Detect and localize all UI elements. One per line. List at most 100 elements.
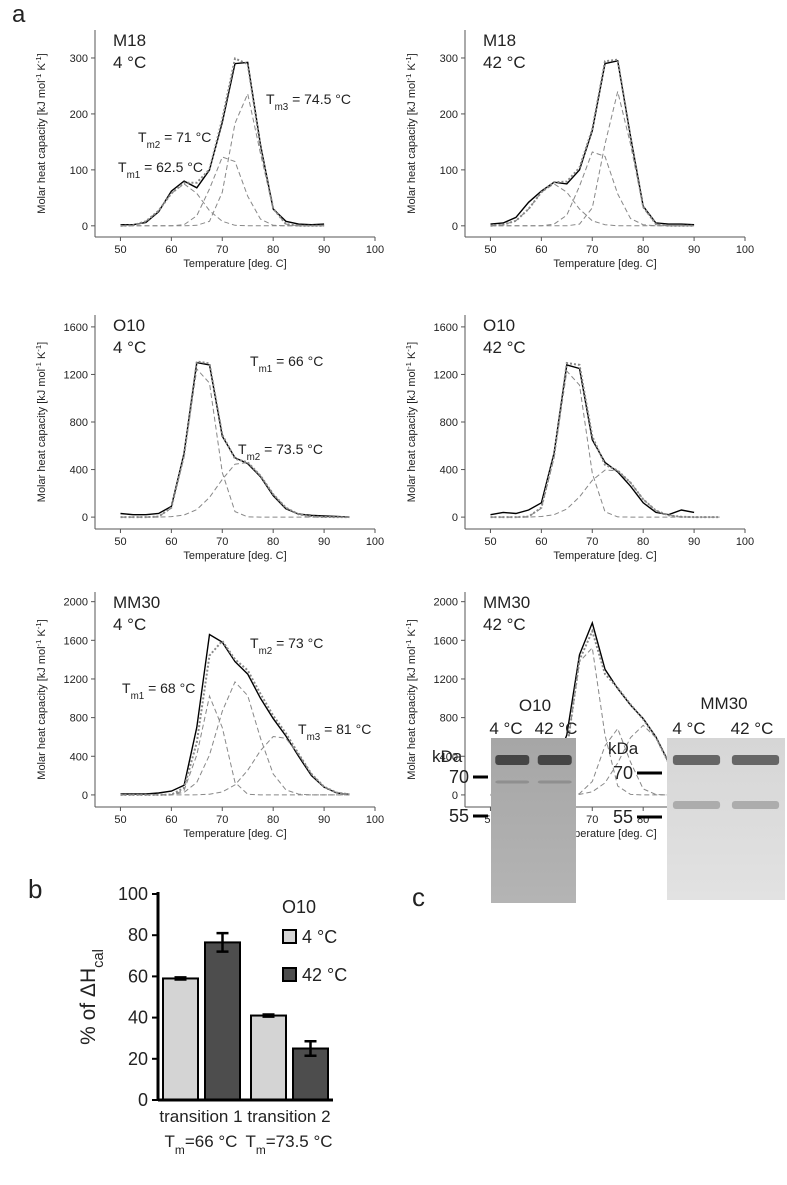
gel-image	[491, 738, 576, 903]
annotation: Tm2 = 71 °C	[138, 129, 211, 151]
y-tick-label: 100	[440, 165, 458, 177]
annotation-part: m2	[259, 646, 273, 657]
y-tick-label: 0	[452, 512, 458, 524]
y-tick-label: 100	[118, 884, 148, 904]
gel-unit: kDa	[608, 739, 639, 758]
annotation-part: T	[250, 635, 259, 651]
error-bar	[174, 976, 187, 981]
annotation-part: = 73 °C	[272, 635, 323, 651]
annotation-part: m2	[247, 452, 261, 463]
x-tick-label: 90	[318, 244, 330, 256]
y-axis-title-part: K	[36, 351, 48, 362]
x-tick-label: 100	[366, 536, 384, 548]
y-tick-label: 100	[70, 165, 88, 177]
y-axis-title-part: K	[36, 629, 48, 640]
y-tick-label: 1600	[434, 635, 458, 647]
marker-label: 55	[449, 806, 469, 826]
y-axis-title: Molar heat capacity [kJ mol-1 K-1]	[34, 619, 49, 779]
gel-band	[495, 780, 530, 784]
bar	[162, 977, 199, 1102]
y-axis-title-part: K	[406, 63, 418, 74]
y-axis-title-part: Molar heat capacity [kJ mol	[406, 646, 418, 779]
annotation-part: = 66 °C	[272, 353, 323, 369]
y-axis-title-part: % of ΔH	[77, 968, 100, 1045]
y-tick-label: 0	[138, 1090, 148, 1110]
y-tick-label: 200	[70, 109, 88, 121]
y-axis-title: Molar heat capacity [kJ mol-1 K-1]	[404, 53, 419, 213]
y-axis-title-part: ]	[36, 53, 48, 56]
y-axis-title-part: ]	[36, 342, 48, 345]
y-tick-label: 400	[440, 465, 458, 477]
x-axis-title: Temperature [deg. C]	[183, 258, 286, 270]
y-tick-label: 400	[440, 751, 458, 763]
y-tick-label: 200	[440, 109, 458, 121]
y-axis-title-part: -1	[34, 56, 43, 63]
annotation-part: T	[298, 721, 307, 737]
x-tick-label: 80	[267, 244, 279, 256]
x-axis-title: Temperature [deg. C]	[553, 828, 656, 840]
x-tick-sublabel: Tm=73.5 °C	[245, 1132, 332, 1157]
gel-band	[672, 801, 721, 809]
x-tick-label: 50	[114, 814, 126, 826]
y-tick-label: 0	[82, 512, 88, 524]
error-bar	[216, 931, 229, 953]
y-axis-title-part: Molar heat capacity [kJ mol	[406, 80, 418, 213]
x-tick-sublabel: Tm=66 °C	[165, 1132, 238, 1157]
x-tick-sublabel-part: =73.5 °C	[266, 1132, 333, 1151]
legend-label: 4 °C	[302, 927, 337, 947]
annotation: Tm1 = 66 °C	[250, 353, 323, 375]
x-tick-label: 100	[366, 244, 384, 256]
annotation-part: m3	[275, 102, 289, 113]
curve	[120, 57, 325, 227]
annotation-part: T	[266, 91, 275, 107]
curve	[490, 727, 720, 796]
y-tick-label: 2000	[64, 597, 88, 609]
curve	[490, 59, 695, 226]
lane-label: 4 °C	[672, 719, 705, 738]
curve	[490, 369, 720, 518]
annotation-part: T	[250, 353, 259, 369]
gel-unit: kDa	[432, 747, 463, 766]
x-tick-label: 80	[267, 814, 279, 826]
annotation-part: = 62.5 °C	[140, 159, 203, 175]
x-tick-label: 60	[165, 814, 177, 826]
curve	[490, 469, 720, 518]
curve	[490, 361, 720, 519]
y-axis-title-part: -1	[34, 622, 43, 629]
bar	[250, 1014, 287, 1101]
x-tick-label: 70	[216, 814, 228, 826]
y-axis-title-part: -1	[404, 345, 413, 352]
y-axis-title-part: cal	[91, 949, 107, 968]
curve	[120, 735, 350, 796]
curve	[120, 639, 350, 796]
marker-label: 55	[613, 807, 633, 827]
chart-subtitle: 4 °C	[113, 615, 146, 634]
y-tick-label: 800	[440, 713, 458, 725]
annotation: Tm1 = 68 °C	[122, 680, 195, 702]
x-tick-label: transition 1	[159, 1107, 242, 1126]
curve	[490, 91, 695, 227]
y-axis-title: Molar heat capacity [kJ mol-1 K-1]	[404, 619, 419, 779]
annotation-part: = 74.5 °C	[288, 91, 351, 107]
annotation-part: m1	[259, 364, 273, 375]
x-tick-sublabel-part: T	[165, 1132, 175, 1151]
x-axis-title: Temperature [deg. C]	[553, 550, 656, 562]
chart-title: M18	[483, 31, 516, 50]
x-tick-label: 100	[736, 244, 754, 256]
x-axis-title: Temperature [deg. C]	[183, 828, 286, 840]
x-tick-sublabel-part: m	[175, 1143, 185, 1157]
annotation-part: = 81 °C	[320, 721, 371, 737]
chart-subtitle: 42 °C	[483, 615, 526, 634]
x-tick-label: 70	[586, 536, 598, 548]
panel-label: b	[28, 874, 42, 904]
y-axis-title-part: -1	[34, 362, 43, 369]
x-tick-label: 70	[216, 536, 228, 548]
y-axis-title-part: -1	[404, 74, 413, 81]
x-tick-label: 80	[637, 244, 649, 256]
annotation-part: T	[138, 129, 147, 145]
x-tick-label: 90	[688, 536, 700, 548]
x-tick-label: 50	[114, 536, 126, 548]
annotation: Tm3 = 74.5 °C	[266, 91, 351, 113]
x-tick-label: 90	[318, 536, 330, 548]
y-tick-label: 800	[70, 417, 88, 429]
